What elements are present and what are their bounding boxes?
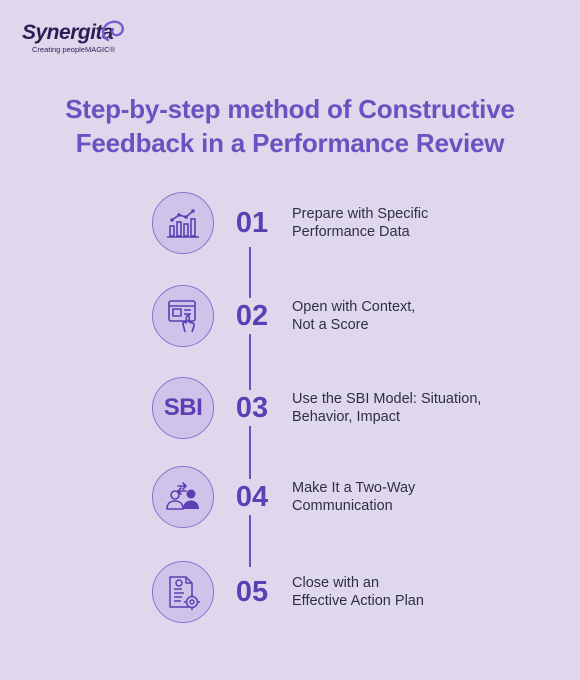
step-description: Prepare with Specific Performance Data xyxy=(292,205,532,241)
bar-chart-icon xyxy=(167,209,199,238)
step-icon-circle xyxy=(152,192,214,254)
step-description-line-1: Use the SBI Model: Situation, xyxy=(292,391,482,407)
step-description-line-1: Make It a Two-Way xyxy=(292,480,416,496)
step-02: 02 Open with Context, Not a Score xyxy=(0,285,580,355)
document-pointer-icon xyxy=(168,300,196,333)
step-icon-circle xyxy=(152,285,214,347)
step-description: Open with Context, Not a Score xyxy=(292,298,532,334)
two-way-people-icon xyxy=(166,482,199,510)
step-05: 05 Close with an Effective Action Plan xyxy=(0,561,580,631)
step-description-line-2: Effective Action Plan xyxy=(292,593,424,609)
brand-name: Synergita xyxy=(22,20,124,44)
step-03: SBI 03 Use the SBI Model: Situation, Beh… xyxy=(0,377,580,447)
step-description-line-2: Communication xyxy=(292,498,393,514)
step-description-line-1: Open with Context, xyxy=(292,299,416,315)
brand-name-text: Synergita xyxy=(22,21,114,44)
step-04: 04 Make It a Two-Way Communication xyxy=(0,466,580,536)
title-line-2: Feedback in a Performance Review xyxy=(75,128,505,158)
step-description: Use the SBI Model: Situation, Behavior, … xyxy=(292,390,532,426)
brand-swirl-icon xyxy=(101,20,124,42)
action-plan-icon xyxy=(169,576,201,611)
page-title: Step-by-step method of Constructive Feed… xyxy=(20,92,560,160)
step-number: 02 xyxy=(232,298,272,334)
step-icon-circle xyxy=(152,561,214,623)
step-number: 01 xyxy=(232,205,272,241)
step-description: Close with an Effective Action Plan xyxy=(292,574,532,610)
step-number: 05 xyxy=(232,574,272,610)
step-description-line-1: Prepare with Specific xyxy=(292,206,429,222)
step-description-line-2: Behavior, Impact xyxy=(292,409,400,425)
step-description-line-2: Performance Data xyxy=(292,224,410,240)
step-number: 03 xyxy=(232,390,272,426)
title-line-1: Step-by-step method of Constructive xyxy=(65,94,515,124)
step-description-line-2: Not a Score xyxy=(292,317,369,333)
step-number: 04 xyxy=(232,479,272,515)
step-01: 01 Prepare with Specific Performance Dat… xyxy=(0,192,580,262)
step-icon-circle xyxy=(152,466,214,528)
step-description: Make It a Two-Way Communication xyxy=(292,479,532,515)
step-description-line-1: Close with an xyxy=(292,575,380,591)
step-icon-circle: SBI xyxy=(152,377,214,439)
sbi-text-icon: SBI xyxy=(163,394,203,421)
brand-tagline: Creating peopleMAGIC® xyxy=(32,45,116,54)
brand-logo: Synergita Creating peopleMAGIC® xyxy=(22,20,124,54)
